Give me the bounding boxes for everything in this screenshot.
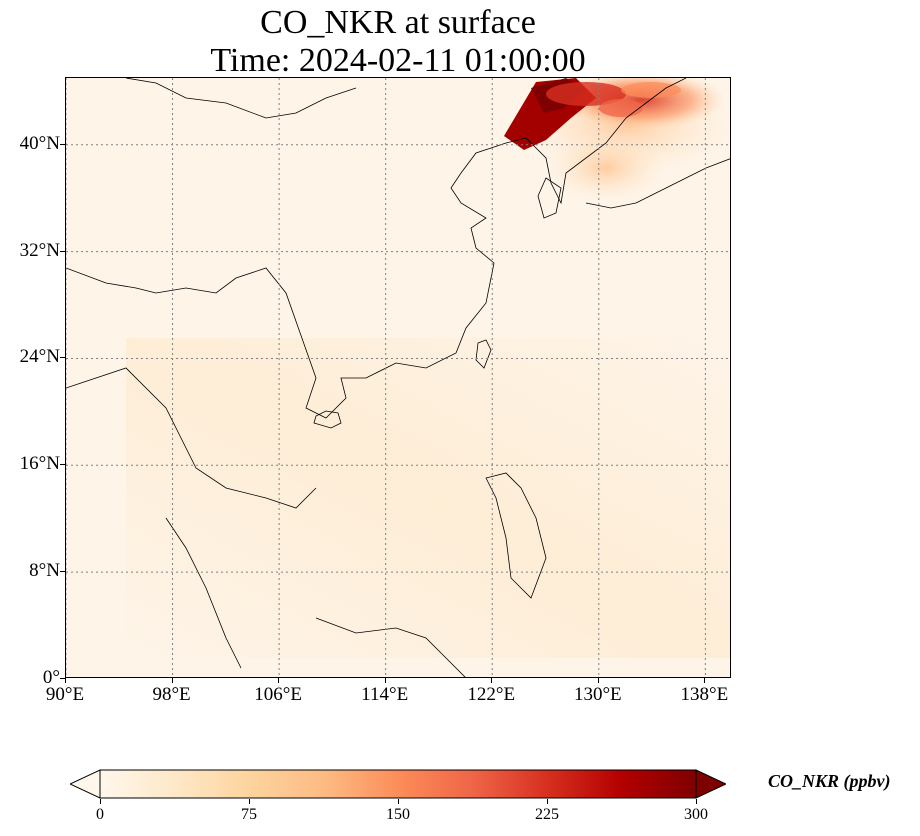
taiwan-coast	[475, 339, 492, 369]
figure-title: CO_NKR at surface Time: 2024-02-11 01:00…	[65, 4, 731, 80]
colorbar-tick-mark	[398, 799, 399, 804]
colorbar-max-extend	[695, 769, 726, 799]
y-tick-label: 8°N	[29, 560, 60, 582]
x-tick-label: 90°E	[45, 684, 85, 705]
indochina-borders	[66, 367, 317, 509]
plume-band-3	[621, 82, 681, 98]
colorbar-tick-label: 150	[386, 806, 410, 823]
x-tick-mark	[597, 678, 599, 683]
colorbar-label: CO_NKR (ppbv)	[768, 771, 891, 791]
colorbar-tick-label: 0	[96, 806, 104, 823]
malay-coast	[165, 517, 242, 669]
y-tick-label: 0°	[42, 667, 60, 688]
y-tick-label: 16°N	[19, 453, 60, 475]
coastlines	[66, 78, 730, 677]
y-tick-mark	[60, 250, 65, 252]
x-tick-mark	[65, 678, 66, 683]
y-tick-mark	[60, 464, 65, 466]
title-line-2: Time: 2024-02-11 01:00:00	[210, 42, 586, 79]
japan-coast	[585, 158, 730, 209]
x-tick-mark	[704, 678, 706, 683]
borneo-coast	[315, 617, 466, 677]
philippines-coast	[485, 472, 547, 599]
y-tick-mark	[60, 678, 65, 679]
y-tick-label: 32°N	[19, 239, 60, 261]
colorbar-tick-label: 225	[535, 806, 559, 823]
gridlines	[66, 78, 730, 677]
y-tick-label: 40°N	[19, 132, 60, 154]
x-tick-mark	[491, 678, 493, 683]
colorbar-tick-label: 75	[241, 806, 257, 823]
colorbar-tick-label: 300	[684, 806, 708, 823]
colorbar-tick-mark	[547, 799, 548, 804]
title-line-1: CO_NKR at surface	[260, 4, 536, 41]
colorbar-tick-mark	[696, 799, 697, 804]
x-tick-label: 114°E	[361, 684, 409, 705]
map-panel	[65, 77, 731, 678]
hainan-coast	[313, 410, 342, 429]
plume-korea-haze	[546, 133, 666, 203]
y-tick-label: 24°N	[19, 346, 60, 368]
x-tick-mark	[171, 678, 173, 683]
y-tick-mark	[60, 143, 65, 145]
korea-coast	[537, 177, 562, 219]
x-tick-label: 130°E	[573, 684, 622, 705]
concentration-field	[126, 78, 730, 658]
x-tick-label: 122°E	[467, 684, 516, 705]
mainland-coast	[66, 78, 687, 419]
x-tick-mark	[278, 678, 280, 683]
colorbar-body	[99, 769, 697, 799]
x-tick-label: 98°E	[152, 684, 191, 705]
colorbar-tick-mark	[100, 799, 101, 804]
y-tick-mark	[60, 357, 65, 359]
colorbar-tick-mark	[249, 799, 250, 804]
background-haze	[126, 338, 730, 658]
map-canvas	[66, 78, 730, 677]
plume-band-2	[599, 99, 643, 117]
plume-band-1	[546, 82, 626, 106]
colorbar	[70, 769, 726, 799]
x-tick-label: 106°E	[254, 684, 302, 705]
colorbar-min-extend	[70, 769, 101, 799]
y-tick-mark	[60, 571, 65, 573]
mongolia-border	[125, 78, 357, 119]
x-tick-label: 138°E	[680, 684, 729, 705]
x-tick-mark	[384, 678, 386, 683]
